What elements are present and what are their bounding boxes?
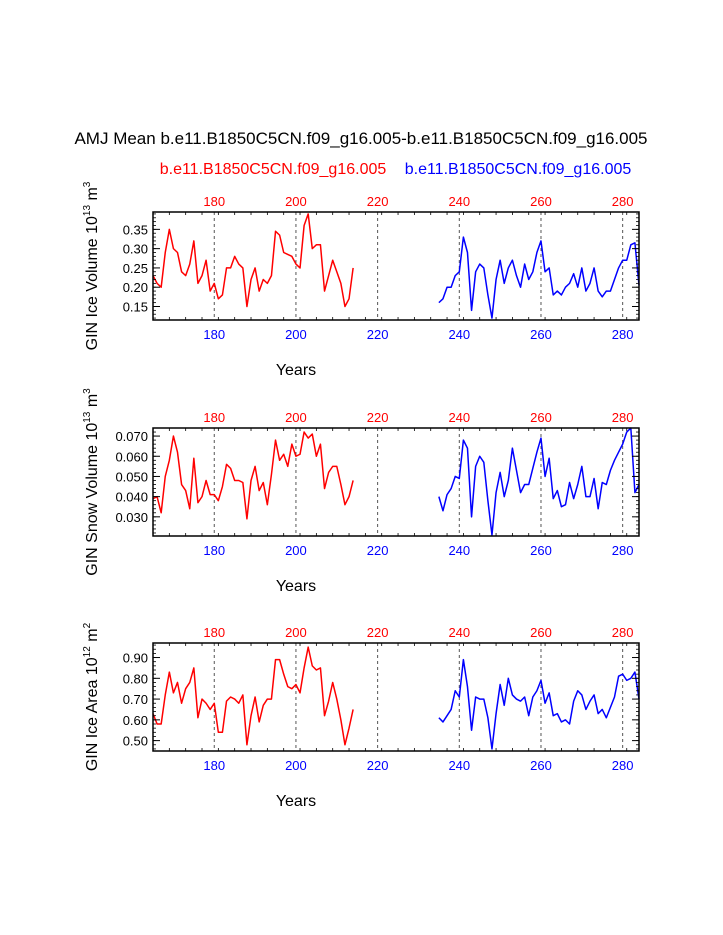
top-x-tick-label: 260	[530, 194, 552, 209]
y-tick-label: 0.25	[123, 261, 148, 276]
plot-frame	[152, 427, 640, 537]
y-tick-label: 0.70	[123, 692, 148, 707]
y-axis-label: GIN Ice Area 1012 m2	[82, 622, 101, 771]
y-axis-label: GIN Snow Volume 1013 m3	[82, 388, 101, 576]
chart-panel-3: 0.50 0.60 0.70 0.80 0.90 180 200 220 240 260 280 18…	[82, 622, 640, 810]
top-x-tick-label: 260	[530, 410, 552, 425]
series-line-red	[152, 646, 354, 746]
series-line-blue	[438, 658, 640, 750]
bottom-x-tick-label: 180	[203, 758, 225, 773]
bottom-x-tick-label: 220	[367, 327, 389, 342]
y-axis-label-main: GIN Ice Volume 10	[84, 216, 101, 350]
bottom-x-tick-label: 220	[367, 543, 389, 558]
bottom-x-tick-label: 280	[612, 543, 634, 558]
top-x-tick-label: 220	[367, 194, 389, 209]
y-axis-label-main: GIN Snow Volume 10	[84, 423, 101, 576]
series-line-blue	[438, 236, 640, 319]
bottom-x-tick-label: 240	[448, 543, 470, 558]
y-axis-label-unit-exponent: 3	[82, 181, 93, 187]
legend-blue-label: b.e11.B1850C5CN.f09_g16.005	[405, 161, 632, 178]
bottom-x-tick-label: 260	[530, 543, 552, 558]
bottom-x-tick-label: 200	[285, 543, 307, 558]
y-tick-label: 0.30	[123, 242, 148, 257]
bottom-x-tick-label: 260	[530, 327, 552, 342]
bottom-x-tick-label: 280	[612, 758, 634, 773]
y-axis-label-unit-exponent: 3	[82, 388, 93, 394]
top-x-tick-label: 240	[448, 625, 470, 640]
bottom-x-tick-label: 280	[612, 327, 634, 342]
x-axis-label: Years	[276, 362, 316, 379]
series-line-red	[152, 213, 354, 308]
y-tick-label: 0.60	[123, 713, 148, 728]
chart-panel-2: 0.030 0.040 0.050 0.060 0.070 180 200 220 240 260…	[82, 388, 640, 595]
chart-panel-1: 0.15 0.20 0.25 0.30 0.35 180 200 220 240 260 280 18…	[82, 181, 640, 379]
top-x-tick-label: 180	[203, 625, 225, 640]
bottom-x-tick-label: 200	[285, 327, 307, 342]
bottom-x-tick-label: 240	[448, 758, 470, 773]
y-tick-label: 0.070	[115, 429, 148, 444]
figure-title: AMJ Mean b.e11.B1850C5CN.f09_g16.005-b.e…	[74, 129, 647, 148]
top-x-tick-label: 220	[367, 625, 389, 640]
top-x-tick-label: 240	[448, 410, 470, 425]
legend-red-label: b.e11.B1850C5CN.f09_g16.005	[160, 161, 387, 178]
bottom-x-tick-label: 220	[367, 758, 389, 773]
y-tick-label: 0.50	[123, 734, 148, 749]
y-axis-label-exponent: 13	[82, 411, 93, 423]
y-axis-label-unit: m	[84, 187, 101, 205]
y-tick-label: 0.80	[123, 671, 148, 686]
top-x-tick-label: 280	[612, 194, 634, 209]
plot-frame	[152, 642, 640, 752]
x-axis-label: Years	[276, 793, 316, 810]
top-x-tick-label: 200	[285, 410, 307, 425]
y-tick-label: 0.030	[115, 510, 148, 525]
bottom-x-tick-label: 240	[448, 327, 470, 342]
y-axis-label-unit: m	[84, 628, 101, 646]
bottom-x-tick-label: 180	[203, 327, 225, 342]
x-axis-label: Years	[276, 578, 316, 595]
y-tick-label: 0.90	[123, 651, 148, 666]
y-tick-label: 0.040	[115, 490, 148, 505]
top-x-tick-label: 180	[203, 194, 225, 209]
top-x-tick-label: 280	[612, 625, 634, 640]
bottom-x-tick-label: 180	[203, 543, 225, 558]
top-x-tick-label: 280	[612, 410, 634, 425]
top-x-tick-label: 200	[285, 194, 307, 209]
y-tick-label: 0.050	[115, 469, 148, 484]
y-tick-label: 0.15	[123, 300, 148, 315]
y-axis-label-exponent: 12	[82, 646, 93, 658]
y-tick-label: 0.35	[123, 222, 148, 237]
y-axis-label-main: GIN Ice Area 10	[84, 657, 101, 771]
top-x-tick-label: 200	[285, 625, 307, 640]
top-x-tick-label: 260	[530, 625, 552, 640]
top-x-tick-label: 240	[448, 194, 470, 209]
series-line-blue	[438, 427, 640, 536]
y-tick-label: 0.20	[123, 280, 148, 295]
y-axis-label-unit: m	[84, 394, 101, 412]
y-axis-label: GIN Ice Volume 1013 m3	[82, 181, 101, 350]
plot-frame	[152, 211, 640, 321]
bottom-x-tick-label: 260	[530, 758, 552, 773]
bottom-x-tick-label: 200	[285, 758, 307, 773]
y-axis-label-unit-exponent: 2	[82, 622, 93, 628]
top-x-tick-label: 220	[367, 410, 389, 425]
top-x-tick-label: 180	[203, 410, 225, 425]
y-tick-label: 0.060	[115, 449, 148, 464]
y-axis-label-exponent: 13	[82, 205, 93, 217]
series-line-red	[152, 431, 354, 520]
